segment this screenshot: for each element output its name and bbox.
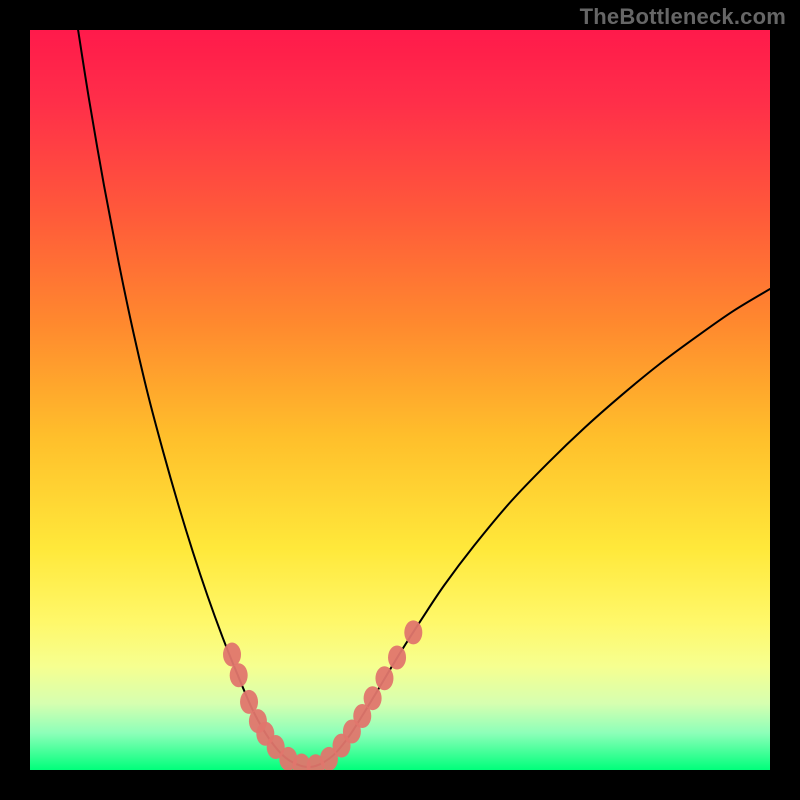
chart-background — [0, 0, 800, 800]
watermark-text: TheBottleneck.com — [580, 4, 786, 30]
